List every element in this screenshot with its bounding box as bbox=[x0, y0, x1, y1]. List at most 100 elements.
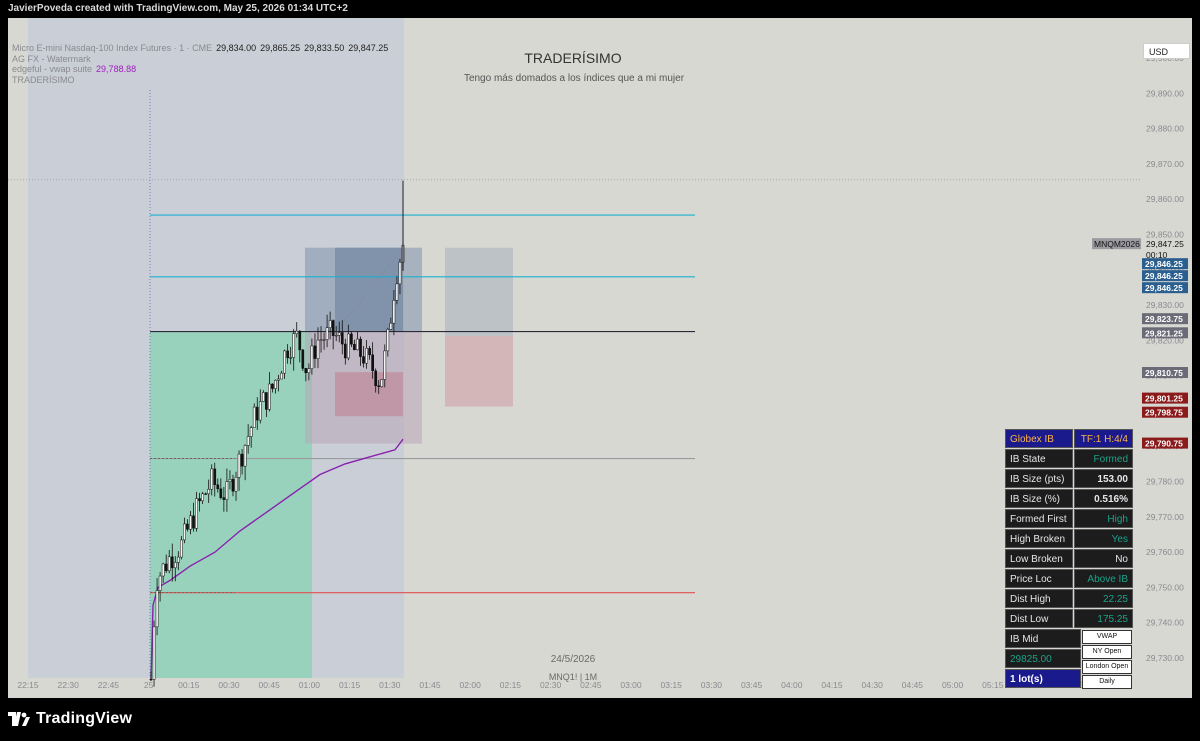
y-tick-label: 29,830.00 bbox=[1146, 300, 1184, 310]
y-tick-label: 29,780.00 bbox=[1146, 477, 1184, 487]
ib-table: Globex IB TF:1 H:4/4 IB State Formed IB Si… bbox=[1005, 429, 1133, 689]
chart-svg[interactable]: 29,730.00 29,740.00 29,750.00 29,760.00 29,7… bbox=[0, 18, 1200, 699]
y-tick-label: 29,870.00 bbox=[1146, 159, 1184, 169]
candle-body bbox=[277, 378, 280, 381]
price-label: 29,846.25 bbox=[1145, 271, 1183, 281]
y-tick-label: 29,890.00 bbox=[1146, 88, 1184, 98]
y-tick-label: 29,850.00 bbox=[1146, 229, 1184, 239]
price-label: 29,810.75 bbox=[1145, 368, 1183, 378]
candle-body bbox=[356, 338, 359, 351]
anchor-button-ny-open[interactable]: NY Open bbox=[1082, 645, 1132, 659]
price-label: 29,821.25 bbox=[1145, 328, 1183, 338]
last-price: 29,847.25 bbox=[1146, 239, 1184, 249]
green-zone bbox=[150, 331, 312, 678]
candle-body bbox=[195, 498, 198, 529]
legend-low: 29,833.50 bbox=[304, 43, 345, 53]
candle-body bbox=[246, 436, 250, 446]
candle-body bbox=[186, 523, 189, 530]
y-tick-label: 29,750.00 bbox=[1146, 582, 1184, 592]
candle-body bbox=[389, 322, 393, 330]
candle-body bbox=[304, 368, 308, 374]
candle-body bbox=[346, 333, 350, 359]
ib-row-value: 175.25 bbox=[1074, 609, 1133, 628]
candle-body bbox=[164, 563, 168, 572]
ib-row: IB State Formed bbox=[1005, 449, 1133, 468]
chart-legend: Micro E-mini Nasdaq-100 Index Futures · … bbox=[12, 43, 388, 85]
price-label-bg bbox=[1142, 437, 1188, 449]
candle-body bbox=[377, 385, 381, 387]
ib-row: Low Broken No bbox=[1005, 549, 1133, 568]
candle-body bbox=[192, 515, 195, 529]
candle-body bbox=[176, 556, 180, 563]
candle-body bbox=[325, 327, 329, 340]
x-tick-label: 00:30 bbox=[218, 680, 240, 690]
candle-body bbox=[201, 493, 204, 502]
candle-body bbox=[322, 339, 326, 341]
price-label: 29,798.75 bbox=[1145, 408, 1183, 418]
y-tick-label: 29,840.00 bbox=[1146, 265, 1184, 275]
currency-selector[interactable]: USD bbox=[1143, 43, 1190, 59]
y-tick-label: 29,730.00 bbox=[1146, 653, 1184, 663]
candle-body bbox=[283, 350, 286, 374]
x-tick-label: 02:30 bbox=[540, 680, 562, 690]
x-tick-label: 22:15 bbox=[17, 680, 39, 690]
candle-body bbox=[219, 488, 223, 498]
candle-body bbox=[204, 493, 208, 495]
top-bar: JavierPoveda created with TradingView.co… bbox=[0, 0, 1200, 18]
candle-body bbox=[274, 379, 277, 389]
ib-row: Price Loc Above IB bbox=[1005, 569, 1133, 588]
ib-row: IB Size (%) 0.516% bbox=[1005, 489, 1133, 508]
candle-body bbox=[152, 626, 156, 680]
price-label: 29,823.75 bbox=[1145, 314, 1183, 324]
candle-body bbox=[395, 283, 399, 301]
time-axis-background bbox=[8, 678, 1192, 698]
tradingview-logo-icon bbox=[8, 712, 30, 726]
ib-table-header: Globex IB TF:1 H:4/4 bbox=[1005, 429, 1133, 448]
ib-row-value: High bbox=[1074, 509, 1133, 528]
watermark-title: TRADERÍSIMO bbox=[524, 50, 622, 66]
ib-row-label: IB Size (pts) bbox=[1005, 469, 1073, 488]
x-tick-label: 02:00 bbox=[460, 680, 482, 690]
candle-body bbox=[365, 348, 368, 364]
ib-row-value: Above IB bbox=[1074, 569, 1133, 588]
anchor-button-vwap[interactable]: VWAP bbox=[1082, 630, 1132, 644]
candle-body bbox=[189, 515, 192, 530]
ib-row-value: 22.25 bbox=[1074, 589, 1133, 608]
candle-body bbox=[180, 539, 183, 558]
ib-row-label: High Broken bbox=[1005, 529, 1073, 548]
price-label-bg bbox=[1142, 367, 1188, 378]
chart-area[interactable]: 29,730.00 29,740.00 29,750.00 29,760.00 29,7… bbox=[0, 18, 1200, 699]
x-tick-label: 01:00 bbox=[299, 680, 321, 690]
ib-row: Dist High 22.25 bbox=[1005, 589, 1133, 608]
anchor-button-london-open[interactable]: London Open bbox=[1082, 660, 1132, 674]
candle-body bbox=[183, 523, 186, 541]
ib-mid-value-row: 29825.00 bbox=[1005, 649, 1133, 668]
candle-body bbox=[252, 406, 256, 428]
candle-body bbox=[258, 401, 262, 421]
legend-open: 29,834.00 bbox=[216, 43, 257, 53]
candle-body bbox=[328, 320, 332, 328]
legend-vwap-value: 29,788.88 bbox=[96, 64, 137, 74]
x-tick-label: 04:30 bbox=[862, 680, 884, 690]
x-tick-label: 02:15 bbox=[500, 680, 522, 690]
candle-body bbox=[316, 339, 320, 359]
x-tick-label: 05:15 bbox=[982, 680, 1004, 690]
candle-body bbox=[234, 477, 238, 492]
ib-row: Formed First High bbox=[1005, 509, 1133, 528]
ib-mid-value: 29825.00 bbox=[1005, 649, 1081, 668]
x-tick-label: 03:30 bbox=[701, 680, 723, 690]
price-axis-background bbox=[1140, 18, 1192, 678]
symbol-tag-bg bbox=[1092, 238, 1141, 250]
x-tick-label: 04:45 bbox=[902, 680, 924, 690]
x-tick-label: 01:45 bbox=[419, 680, 441, 690]
legend-high: 29,865.25 bbox=[260, 43, 301, 53]
x-tick-label: 02:45 bbox=[580, 680, 602, 690]
x-tick-label: 05:00 bbox=[942, 680, 964, 690]
x-tick-label: 22:45 bbox=[98, 680, 120, 690]
price-label: 29,790.75 bbox=[1145, 439, 1183, 449]
candle-body bbox=[210, 468, 214, 490]
candle-body bbox=[319, 339, 323, 341]
candle-body bbox=[280, 372, 283, 380]
candle-body bbox=[331, 320, 335, 336]
anchor-button-daily[interactable]: Daily bbox=[1082, 675, 1132, 689]
